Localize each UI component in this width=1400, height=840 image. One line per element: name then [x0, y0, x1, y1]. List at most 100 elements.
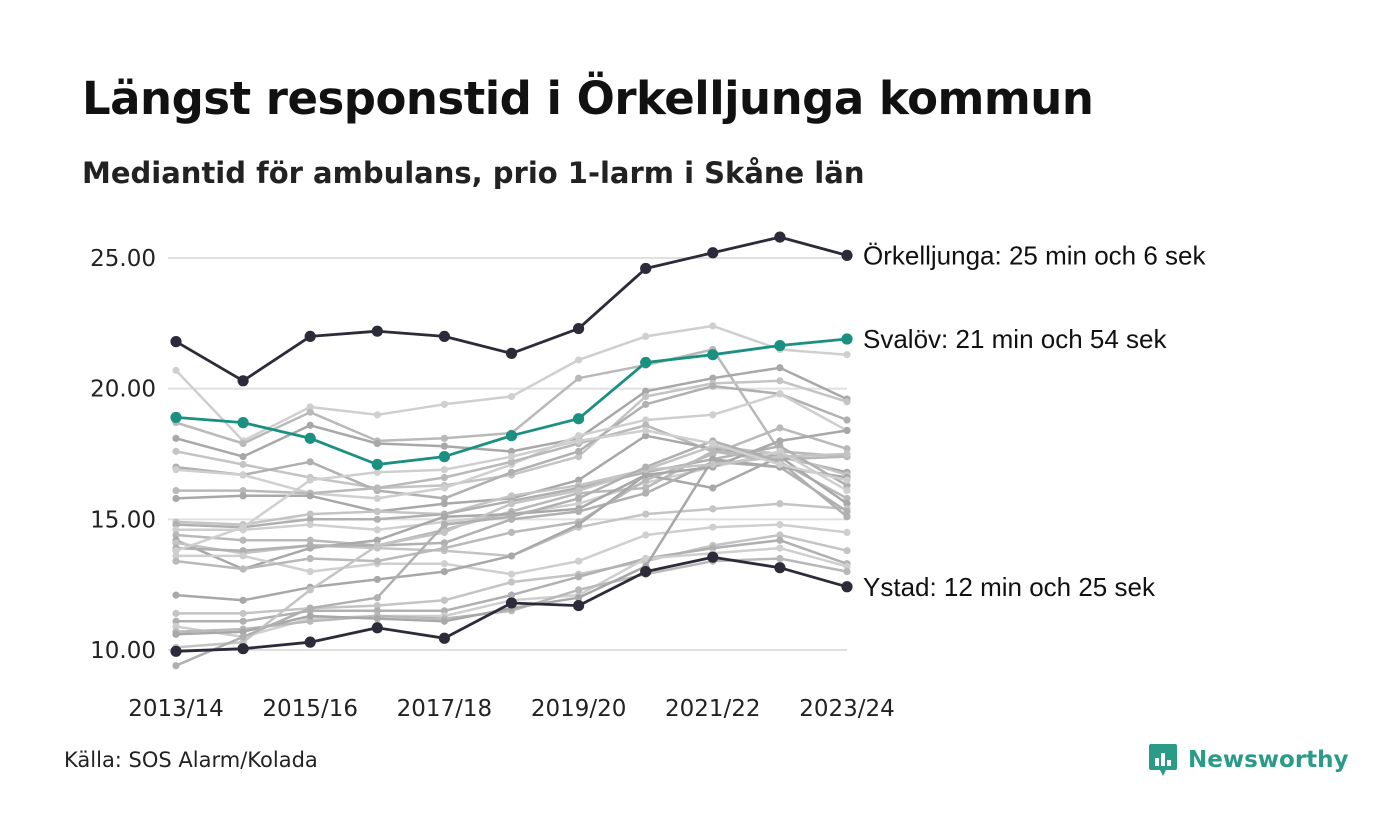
- chart-subtitle: Mediantid för ambulans, prio 1-larm i Sk…: [82, 156, 865, 190]
- data-point: [172, 531, 180, 539]
- data-point: [642, 554, 650, 563]
- data-point: [440, 473, 448, 482]
- data-point: [239, 471, 247, 479]
- data-point: [170, 645, 182, 657]
- data-point: [239, 536, 247, 544]
- data-point: [373, 515, 381, 523]
- data-point: [440, 513, 448, 521]
- data-point: [709, 460, 717, 469]
- data-point: [642, 531, 650, 539]
- data-point: [440, 484, 448, 492]
- data-point: [373, 484, 381, 492]
- data-point: [172, 434, 180, 442]
- data-point: [237, 375, 249, 387]
- data-point: [239, 460, 247, 469]
- data-point: [306, 536, 314, 544]
- data-point: [306, 568, 314, 576]
- data-point: [239, 633, 247, 641]
- data-point: [707, 551, 719, 563]
- data-point: [172, 520, 180, 529]
- data-point: [306, 476, 314, 484]
- data-point: [642, 332, 650, 340]
- data-point: [239, 523, 247, 531]
- data-point: [505, 347, 518, 359]
- data-point: [843, 450, 851, 458]
- data-point: [776, 453, 784, 461]
- data-point: [239, 628, 247, 636]
- data-point: [640, 566, 652, 578]
- data-point: [843, 500, 851, 508]
- data-point: [709, 439, 717, 448]
- data-point: [709, 484, 717, 492]
- data-point: [440, 434, 448, 442]
- data-point: [843, 562, 851, 570]
- data-point: [642, 489, 650, 497]
- data-point: [776, 364, 784, 372]
- data-point: [776, 520, 784, 529]
- x-tick-label: 2021/22: [665, 696, 761, 722]
- data-point: [172, 447, 180, 455]
- data-point: [507, 447, 516, 455]
- data-point: [373, 494, 381, 503]
- data-point: [371, 458, 383, 471]
- data-point: [440, 500, 448, 508]
- data-point: [709, 322, 717, 330]
- data-point: [709, 523, 717, 531]
- data-point: [843, 507, 851, 516]
- data-point: [306, 492, 314, 500]
- data-point: [575, 594, 583, 602]
- data-point: [843, 351, 851, 359]
- data-point: [172, 486, 180, 495]
- data-point: [172, 539, 180, 547]
- series-end-label: Ystad: 12 min och 25 sek: [863, 572, 1156, 602]
- data-point: [373, 575, 381, 584]
- data-point: [507, 492, 516, 500]
- data-point: [575, 453, 583, 461]
- data-point: [575, 494, 583, 503]
- data-point: [306, 586, 314, 594]
- data-point: [438, 330, 450, 342]
- data-point: [440, 442, 448, 450]
- data-point: [371, 325, 383, 337]
- data-point: [573, 413, 585, 425]
- data-point: [440, 607, 448, 615]
- x-tick-label: 2019/20: [531, 696, 627, 722]
- data-point: [306, 554, 314, 563]
- data-point: [304, 636, 316, 648]
- y-tick-label: 15.00: [90, 507, 156, 533]
- data-point: [843, 416, 851, 424]
- data-point: [306, 604, 314, 612]
- data-point: [776, 536, 784, 544]
- data-point: [575, 432, 583, 440]
- data-point: [507, 591, 516, 599]
- data-point: [642, 400, 650, 408]
- series-line: [175, 324, 848, 443]
- data-point: [776, 442, 784, 450]
- data-point: [239, 565, 247, 573]
- data-point: [239, 552, 247, 560]
- data-point: [373, 601, 381, 610]
- data-point: [239, 439, 247, 448]
- x-tick-label: 2015/16: [262, 696, 358, 722]
- data-point: [507, 552, 516, 560]
- background-series-line: [172, 364, 851, 461]
- data-point: [507, 468, 516, 476]
- background-series: [172, 322, 851, 670]
- data-point: [774, 562, 786, 574]
- data-point: [373, 541, 381, 550]
- data-point: [306, 403, 314, 411]
- data-point: [776, 460, 784, 469]
- data-point: [440, 568, 448, 576]
- data-point: [640, 356, 652, 369]
- data-point: [642, 392, 650, 401]
- data-point: [306, 510, 314, 518]
- data-point: [438, 451, 450, 463]
- series-end-label: Svalöv: 21 min och 54 sek: [863, 324, 1167, 354]
- data-point: [306, 541, 314, 550]
- data-point: [170, 336, 182, 348]
- data-point: [843, 398, 851, 406]
- highlighted-series-line: [170, 333, 853, 471]
- data-point: [843, 494, 851, 503]
- data-point: [239, 492, 247, 500]
- data-point: [642, 463, 650, 471]
